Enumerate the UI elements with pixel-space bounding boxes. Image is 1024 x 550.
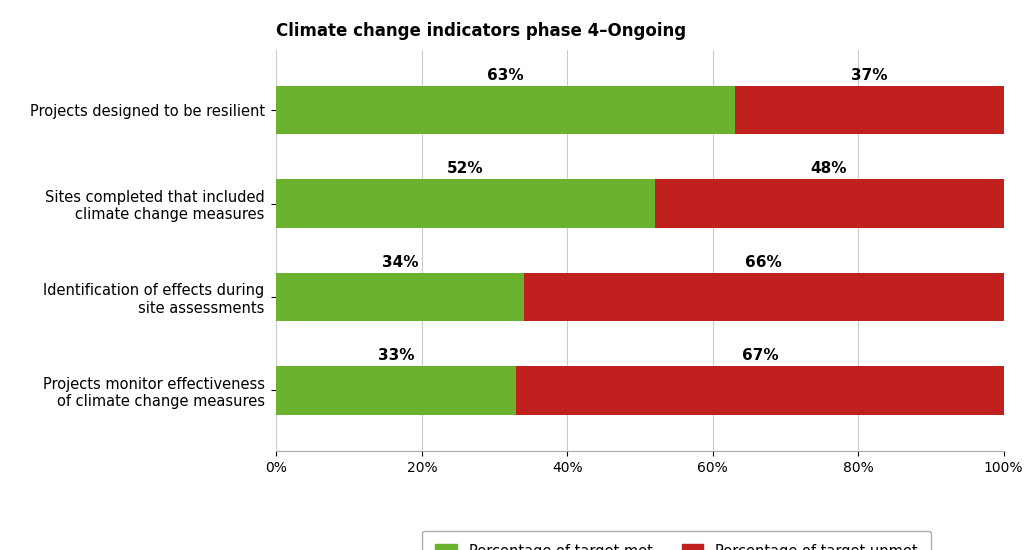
Text: 34%: 34%: [382, 255, 419, 270]
Bar: [276, 86, 734, 134]
Bar: [276, 366, 516, 415]
Bar: [654, 179, 1004, 228]
Bar: [734, 86, 1004, 134]
Text: Climate change indicators phase 4–Ongoing: Climate change indicators phase 4–Ongoin…: [276, 21, 687, 40]
Bar: [276, 273, 523, 321]
Text: 33%: 33%: [378, 348, 415, 363]
Bar: [523, 273, 1004, 321]
Text: 37%: 37%: [851, 68, 887, 83]
Text: 66%: 66%: [745, 255, 782, 270]
Bar: [276, 179, 654, 228]
Text: 48%: 48%: [811, 162, 847, 177]
Legend: Percentage of target met, Percentage of target unmet: Percentage of target met, Percentage of …: [422, 531, 931, 550]
Bar: [516, 366, 1004, 415]
Text: 67%: 67%: [741, 348, 778, 363]
Text: 63%: 63%: [487, 68, 524, 83]
Text: 52%: 52%: [447, 162, 483, 177]
